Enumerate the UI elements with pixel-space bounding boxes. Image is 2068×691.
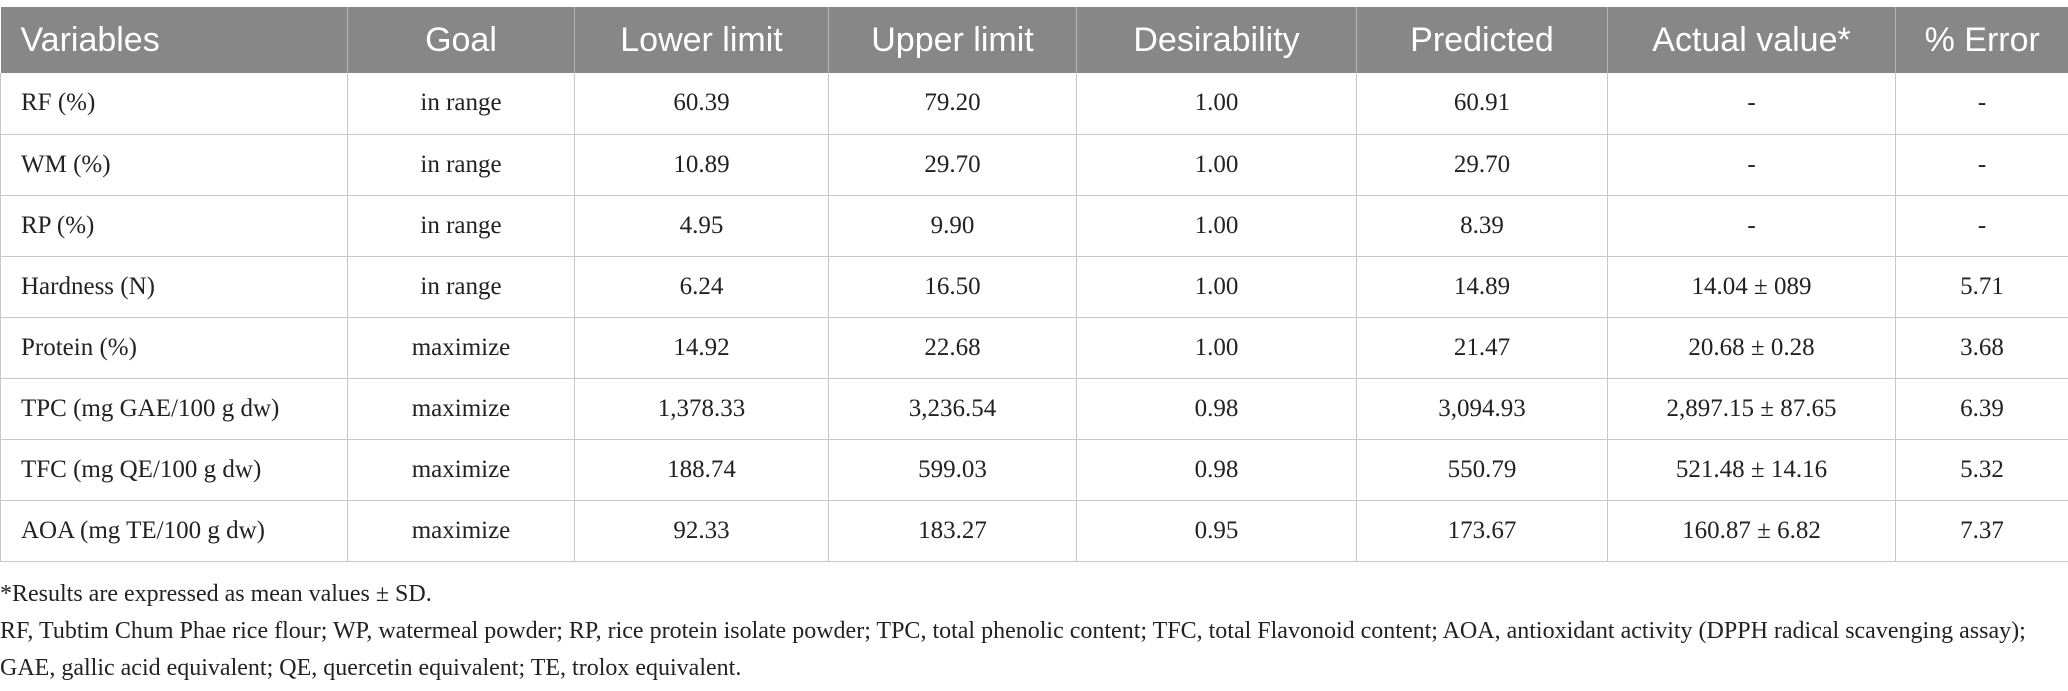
header-row: Variables Goal Lower limit Upper limit Desir…	[0, 7, 2068, 73]
table-cell: 1.00	[1076, 317, 1357, 379]
table-cell: 3,236.54	[828, 378, 1077, 440]
table-cell: maximize	[347, 500, 575, 562]
table-row: RP (%) in range 4.95 9.90 1.00 8.39- -	[0, 195, 2068, 257]
table-cell: 5.71	[1895, 256, 2068, 318]
table-cell: 1.00	[1076, 73, 1357, 135]
table-cell: maximize	[347, 439, 575, 501]
table-cell: 8.39	[1356, 195, 1608, 257]
table-cell: 20.68 ± 0.28	[1607, 317, 1896, 379]
table-row: TFC (mg QE/100 g dw) maximize 188.74 599.03…	[0, 439, 2068, 501]
column-header: Predicted	[1356, 7, 1608, 73]
table-cell: 3.68	[1895, 317, 2068, 379]
table-row: Hardness (N) in range 6.24 16.50 1.00 14.89 14…	[0, 256, 2068, 318]
table-cell: WM (%)	[0, 134, 348, 196]
table-cell: 0.95	[1076, 500, 1357, 562]
table-cell: 7.37	[1895, 500, 2068, 562]
table-cell: 29.70	[828, 134, 1077, 196]
table-cell: 599.03	[828, 439, 1077, 501]
table-cell: 29.70	[1356, 134, 1608, 196]
footnotes: *Results are expressed as mean values ± …	[0, 576, 2060, 687]
table-cell: 16.50	[828, 256, 1077, 318]
footnote: *Results are expressed as mean values ± …	[0, 581, 432, 607]
table-cell: 60.39	[574, 73, 829, 135]
table-cell: 1.00	[1076, 256, 1357, 318]
table-cell: 183.27	[828, 500, 1077, 562]
table-cell: 10.89	[574, 134, 829, 196]
table-cell: 521.48 ± 14.16	[1607, 439, 1896, 501]
column-header: Desirability	[1076, 7, 1357, 73]
table-cell: 3,094.93	[1356, 378, 1608, 440]
column-header: Actual value*	[1607, 7, 1896, 73]
table-cell: 14.04 ± 089	[1607, 256, 1896, 318]
table-cell: -	[1895, 73, 2068, 135]
table-cell: RP (%)	[0, 195, 348, 257]
table-cell: 6.24	[574, 256, 829, 318]
table-cell: 188.74	[574, 439, 829, 501]
table-row: WM (%) in range 10.89 29.70 1.00 29.70- -	[0, 134, 2068, 196]
table-cell: 1,378.33	[574, 378, 829, 440]
table-cell: 5.32	[1895, 439, 2068, 501]
table-cell: 1.00	[1076, 134, 1357, 196]
table-cell: Protein (%)	[0, 317, 348, 379]
table-cell: -	[1895, 134, 2068, 196]
table-cell: RF (%)	[0, 73, 348, 135]
footnote: RF, Tubtim Chum Phae rice flour; WP, wat…	[0, 618, 2026, 681]
table-cell: 60.91	[1356, 73, 1608, 135]
table-cell: 2,897.15 ± 87.65	[1607, 378, 1896, 440]
table-cell: 6.39	[1895, 378, 2068, 440]
table-row: Protein (%) maximize 14.92 22.68 1.00 21.47 20…	[0, 317, 2068, 379]
table-cell: TPC (mg GAE/100 g dw)	[0, 378, 348, 440]
table-cell: 1.00	[1076, 195, 1357, 257]
table-cell: TFC (mg QE/100 g dw)	[0, 439, 348, 501]
table-cell: 160.87 ± 6.82	[1607, 500, 1896, 562]
table-row: AOA (mg TE/100 g dw) maximize 92.33 183.27 0…	[0, 500, 2068, 562]
table-cell: Hardness (N)	[0, 256, 348, 318]
column-header: Variables	[0, 7, 348, 73]
table-cell: 21.47	[1356, 317, 1608, 379]
table-row: RF (%) in range 60.39 79.20 1.00 60.91- -	[0, 73, 2068, 135]
table-cell: 79.20	[828, 73, 1077, 135]
table-body: RF (%) in range 60.39 79.20 1.00 60.91- - WM (%…	[0, 73, 2068, 562]
table-cell: in range	[347, 73, 575, 135]
table-cell: -	[1607, 134, 1896, 196]
column-header: % Error	[1895, 7, 2068, 73]
table-cell: in range	[347, 134, 575, 196]
table-cell: 22.68	[828, 317, 1077, 379]
results-table: Variables Goal Lower limit Upper limit Desir…	[0, 7, 2068, 562]
table-cell: 0.98	[1076, 439, 1357, 501]
column-header: Lower limit	[574, 7, 829, 73]
table-cell: maximize	[347, 317, 575, 379]
table-cell: -	[1895, 195, 2068, 257]
table-cell: maximize	[347, 378, 575, 440]
column-header: Goal	[347, 7, 575, 73]
column-header: Upper limit	[828, 7, 1077, 73]
table-cell: in range	[347, 256, 575, 318]
table-cell: 14.92	[574, 317, 829, 379]
table-row: TPC (mg GAE/100 g dw) maximize 1,378.33 3,2…	[0, 378, 2068, 440]
table-cell: -	[1607, 195, 1896, 257]
table-cell: 92.33	[574, 500, 829, 562]
table-cell: -	[1607, 73, 1896, 135]
table-cell: 550.79	[1356, 439, 1608, 501]
table-cell: 9.90	[828, 195, 1077, 257]
table-cell: 0.98	[1076, 378, 1357, 440]
table-cell: AOA (mg TE/100 g dw)	[0, 500, 348, 562]
table-cell: in range	[347, 195, 575, 257]
table-cell: 173.67	[1356, 500, 1608, 562]
table-cell: 14.89	[1356, 256, 1608, 318]
table-cell: 4.95	[574, 195, 829, 257]
